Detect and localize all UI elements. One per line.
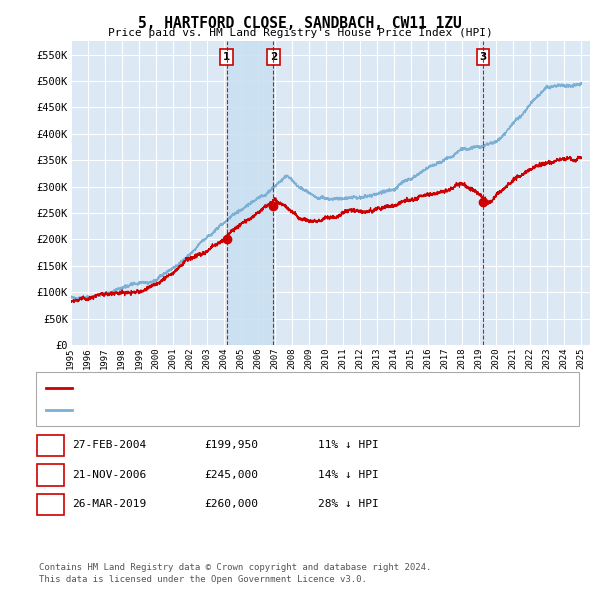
Text: 1: 1 bbox=[47, 439, 54, 452]
Text: Contains HM Land Registry data © Crown copyright and database right 2024.: Contains HM Land Registry data © Crown c… bbox=[39, 563, 431, 572]
Text: 5, HARTFORD CLOSE, SANDBACH, CW11 1ZU: 5, HARTFORD CLOSE, SANDBACH, CW11 1ZU bbox=[138, 16, 462, 31]
Text: 3: 3 bbox=[47, 498, 54, 511]
Text: £245,000: £245,000 bbox=[204, 470, 258, 480]
Text: 21-NOV-2006: 21-NOV-2006 bbox=[72, 470, 146, 480]
Text: 14% ↓ HPI: 14% ↓ HPI bbox=[318, 470, 379, 480]
Text: HPI: Average price, detached house, Cheshire East: HPI: Average price, detached house, Ches… bbox=[76, 405, 370, 415]
Text: 26-MAR-2019: 26-MAR-2019 bbox=[72, 500, 146, 509]
Text: 28% ↓ HPI: 28% ↓ HPI bbox=[318, 500, 379, 509]
Text: 27-FEB-2004: 27-FEB-2004 bbox=[72, 441, 146, 450]
Text: 11% ↓ HPI: 11% ↓ HPI bbox=[318, 441, 379, 450]
Text: 2: 2 bbox=[47, 468, 54, 481]
Text: 1: 1 bbox=[223, 52, 230, 62]
Text: £199,950: £199,950 bbox=[204, 441, 258, 450]
Text: Price paid vs. HM Land Registry's House Price Index (HPI): Price paid vs. HM Land Registry's House … bbox=[107, 28, 493, 38]
Text: £260,000: £260,000 bbox=[204, 500, 258, 509]
Text: 2: 2 bbox=[269, 52, 277, 62]
Text: 3: 3 bbox=[479, 52, 487, 62]
Text: 5, HARTFORD CLOSE, SANDBACH, CW11 1ZU (detached house): 5, HARTFORD CLOSE, SANDBACH, CW11 1ZU (d… bbox=[76, 383, 400, 393]
Text: This data is licensed under the Open Government Licence v3.0.: This data is licensed under the Open Gov… bbox=[39, 575, 367, 584]
Bar bbox=[227, 41, 273, 345]
